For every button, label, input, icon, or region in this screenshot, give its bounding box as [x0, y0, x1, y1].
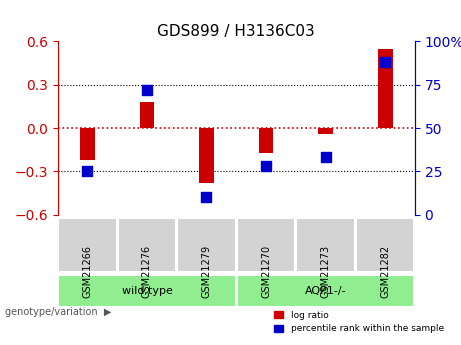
Text: GSM21276: GSM21276	[142, 245, 152, 298]
Text: GSM21270: GSM21270	[261, 245, 271, 298]
FancyBboxPatch shape	[296, 218, 355, 272]
FancyBboxPatch shape	[356, 218, 414, 272]
Bar	[80, 128, 95, 160]
FancyBboxPatch shape	[118, 218, 176, 272]
Point	[322, 155, 329, 160]
Bar	[140, 102, 154, 128]
Point	[203, 195, 210, 200]
Text: GSM21273: GSM21273	[320, 245, 331, 298]
Text: AQP1-/-: AQP1-/-	[305, 286, 346, 296]
FancyBboxPatch shape	[58, 218, 117, 272]
FancyBboxPatch shape	[237, 275, 414, 307]
Bar	[318, 128, 333, 134]
Text: wild type: wild type	[122, 286, 172, 296]
Point	[262, 164, 270, 169]
Text: GSM21266: GSM21266	[83, 245, 92, 298]
Text: GSM21282: GSM21282	[380, 245, 390, 298]
FancyBboxPatch shape	[177, 218, 236, 272]
FancyBboxPatch shape	[237, 218, 295, 272]
Text: genotype/variation  ▶: genotype/variation ▶	[5, 307, 111, 317]
Title: GDS899 / H3136C03: GDS899 / H3136C03	[157, 24, 315, 39]
Point	[381, 59, 389, 65]
Bar	[378, 49, 393, 128]
Point	[84, 169, 91, 174]
Bar	[199, 128, 214, 183]
Point	[143, 87, 151, 93]
Legend: log ratio, percentile rank within the sample: log ratio, percentile rank within the sa…	[271, 307, 447, 337]
FancyBboxPatch shape	[58, 275, 236, 307]
Text: GSM21279: GSM21279	[201, 245, 212, 298]
Bar	[259, 128, 273, 152]
